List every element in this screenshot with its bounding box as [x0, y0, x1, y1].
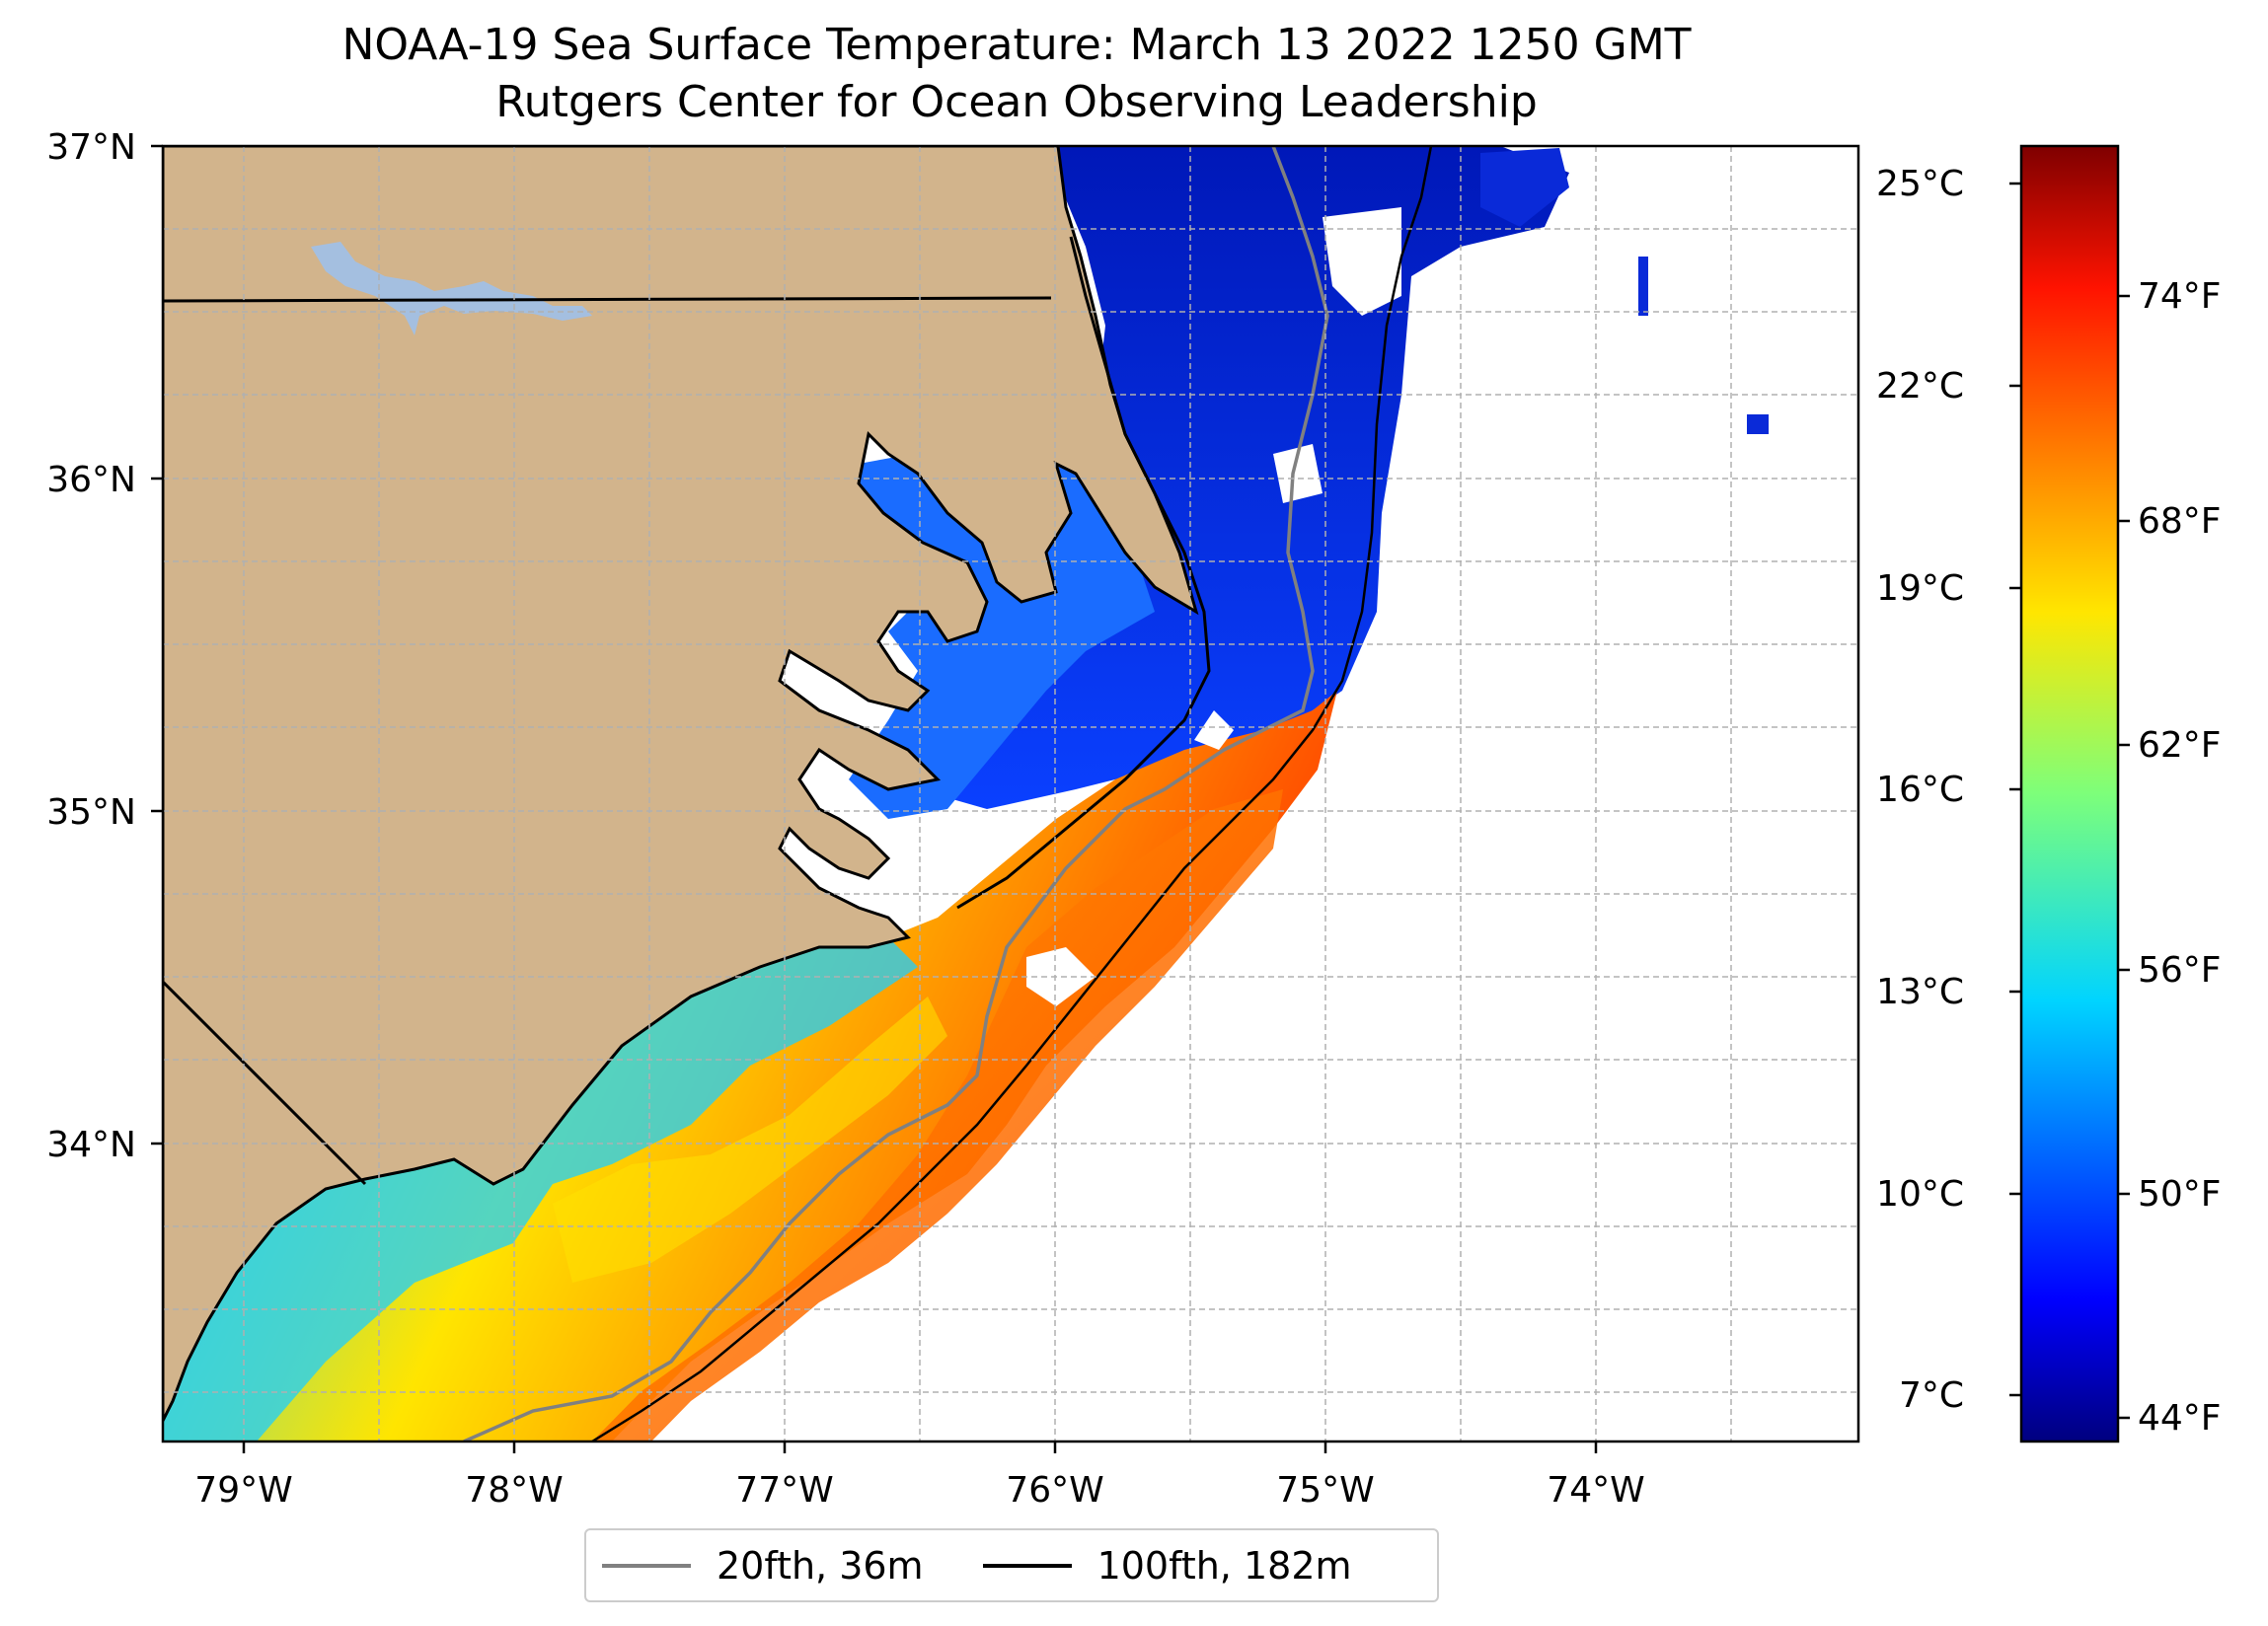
cloud-patch-1 [1323, 207, 1401, 316]
map-frame [161, 144, 1860, 1443]
state-border-nc-sc [163, 980, 367, 1186]
yellow-eddy [553, 997, 947, 1283]
legend-black-line [982, 1563, 1072, 1568]
map-gridlines [163, 146, 1858, 1441]
isobath-20fth [463, 146, 1329, 1441]
colorbar-label-7c: 7°C [1899, 1375, 1964, 1416]
cloud-patch-2 [1273, 444, 1323, 503]
lon-label-79w: 79°W [194, 1470, 292, 1511]
lon-label-78w: 78°W [465, 1470, 563, 1511]
lon-label-76w: 76°W [1006, 1470, 1103, 1511]
legend-item-20fth: 20fth, 36m [602, 1544, 924, 1588]
lat-label-35n: 35°N [46, 792, 136, 833]
colorbar-label-68f: 68°F [2138, 501, 2222, 542]
land-mass [163, 146, 1199, 1422]
colorbar-label-25c: 25°C [1876, 164, 1964, 204]
cold-pixels-offshore [1480, 148, 1569, 227]
colorbar-label-44f: 44°F [2138, 1398, 2222, 1439]
pamlico-sound-water [849, 424, 1155, 819]
lat-label-36n: 36°N [46, 460, 136, 500]
state-border-va-nc [163, 296, 1052, 303]
figure-title-line1: NOAA-19 Sea Surface Temperature: March 1… [341, 20, 1692, 70]
colorbar-label-10c: 10°C [1876, 1174, 1964, 1215]
cold-pixels-east-1 [1638, 257, 1648, 316]
outer-banks [956, 236, 1211, 910]
colorbar-label-62f: 62°F [2138, 725, 2222, 766]
legend-grey-line [602, 1563, 691, 1568]
colorbar [2019, 144, 2120, 1443]
colorbar-label-74f: 74°F [2138, 276, 2222, 317]
isobath-100fth [591, 146, 1433, 1441]
nearshore-cool-band [163, 937, 918, 1441]
colorbar-label-56f: 56°F [2138, 950, 2222, 991]
colorbar-label-22c: 22°C [1876, 366, 1964, 406]
legend-label-100fth: 100fth, 182m [1096, 1543, 1352, 1588]
colorbar-label-19c: 19°C [1876, 568, 1964, 609]
figure-title-line2: Rutgers Center for Ocean Observing Leade… [495, 77, 1538, 127]
lon-label-75w: 75°W [1276, 1470, 1374, 1511]
lat-label-37n: 37°N [46, 127, 136, 168]
colorbar-label-13c: 13°C [1876, 972, 1964, 1012]
legend-item-100fth: 100fth, 182m [982, 1543, 1352, 1588]
lat-label-34n: 34°N [46, 1125, 136, 1165]
lon-label-74w: 74°W [1547, 1470, 1644, 1511]
legend-label-20fth: 20fth, 36m [717, 1543, 924, 1588]
colorbar-label-50f: 50°F [2138, 1174, 2222, 1215]
shelf-edge-warm-band [592, 789, 1283, 1441]
isobath-legend: 20fth, 36m 100fth, 182m [584, 1528, 1439, 1602]
lon-label-77w: 77°W [735, 1470, 833, 1511]
cold-pixels-east-2 [1747, 414, 1769, 434]
cloud-patch-3 [1194, 710, 1234, 750]
colorbar-label-16c: 16°C [1876, 770, 1964, 810]
